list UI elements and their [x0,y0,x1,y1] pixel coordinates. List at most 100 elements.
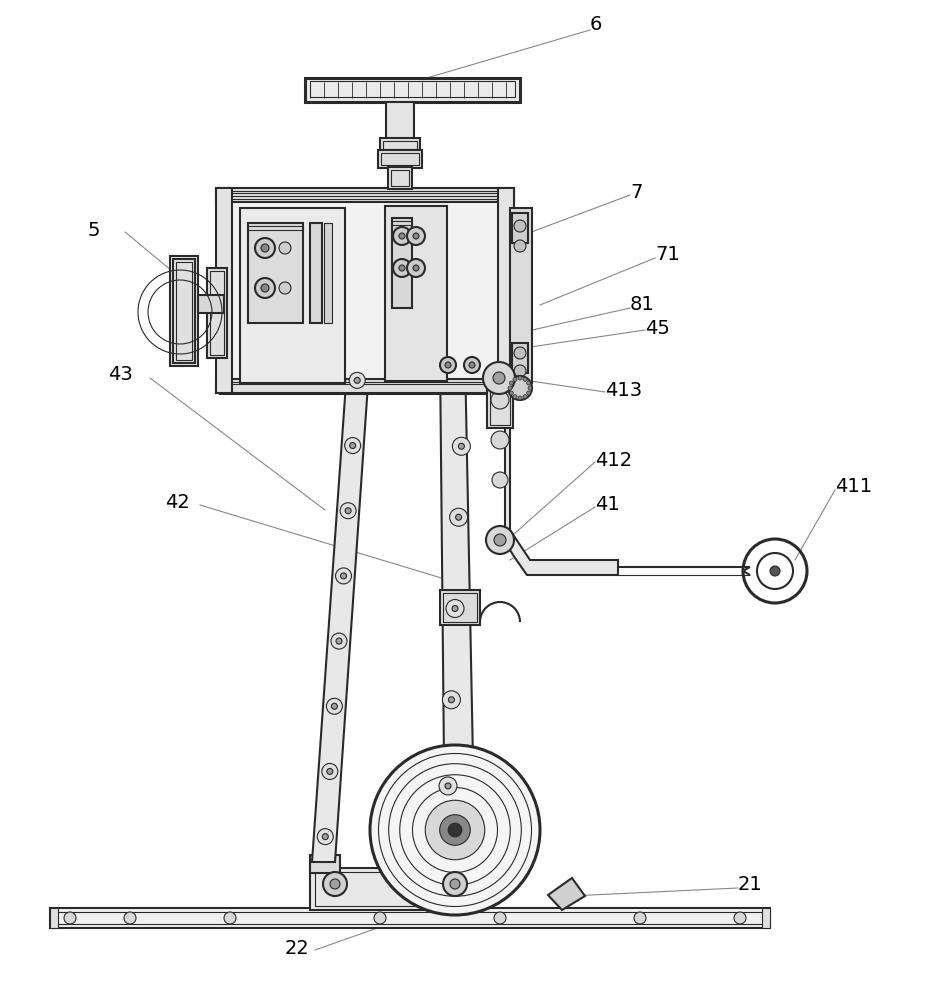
Circle shape [399,265,404,271]
Text: 42: 42 [165,493,189,512]
Polygon shape [489,375,617,575]
Circle shape [407,227,425,245]
Bar [170,256,197,366]
Circle shape [255,238,274,258]
Circle shape [124,912,136,924]
Circle shape [513,395,516,399]
Circle shape [260,284,269,292]
Circle shape [439,815,470,845]
Bar [310,855,339,873]
Circle shape [445,783,451,789]
Circle shape [523,377,527,381]
Bar [391,218,412,308]
Circle shape [458,443,464,449]
Circle shape [527,391,530,395]
Circle shape [493,912,505,924]
Circle shape [407,259,425,277]
Bar [176,262,192,360]
Circle shape [370,745,540,915]
Circle shape [523,395,527,399]
Bar [439,590,479,625]
Circle shape [339,503,356,519]
Bar [510,208,531,383]
Circle shape [527,381,530,385]
Bar [386,102,413,140]
Circle shape [507,386,512,390]
Bar [379,138,420,152]
Circle shape [345,508,350,514]
Circle shape [322,834,328,840]
Circle shape [425,800,484,860]
Bar [216,188,514,202]
Circle shape [255,278,274,298]
Circle shape [374,912,386,924]
Circle shape [517,376,521,380]
Circle shape [493,534,505,546]
Circle shape [344,438,361,454]
Bar [387,167,412,189]
Bar [196,295,223,313]
Circle shape [317,829,333,845]
Circle shape [769,566,780,576]
Circle shape [413,265,419,271]
Circle shape [349,372,365,388]
Circle shape [446,599,464,617]
Bar [390,170,409,186]
Circle shape [514,220,526,232]
Text: 21: 21 [737,876,762,894]
Bar [207,268,227,358]
Bar [377,150,422,168]
Bar [512,213,527,243]
Bar [450,855,479,873]
Circle shape [490,431,508,449]
Bar [381,153,419,165]
Circle shape [486,526,514,554]
Bar [385,206,447,381]
Circle shape [399,233,404,239]
Bar [305,78,519,102]
Text: 5: 5 [88,221,100,239]
Circle shape [464,357,479,373]
Circle shape [509,381,513,385]
Bar [216,196,514,199]
Circle shape [449,508,467,526]
Circle shape [442,691,460,709]
Bar [383,141,416,149]
Circle shape [507,376,531,400]
Circle shape [279,242,291,254]
Bar [216,188,232,393]
Circle shape [336,638,341,644]
Circle shape [438,777,456,795]
Circle shape [509,391,513,395]
Bar [442,593,476,622]
Bar [240,208,345,383]
Circle shape [445,362,451,368]
Text: 6: 6 [590,15,602,34]
Bar [324,223,332,323]
Circle shape [326,768,333,774]
Text: 45: 45 [644,318,669,338]
Circle shape [514,347,526,359]
Text: 412: 412 [594,450,631,470]
Bar [50,908,57,928]
Circle shape [517,396,521,400]
Circle shape [492,372,504,384]
Text: 7: 7 [629,182,641,202]
Circle shape [331,633,347,649]
Circle shape [527,386,531,390]
Circle shape [450,879,460,889]
Bar [210,271,223,355]
Circle shape [323,872,347,896]
Text: 71: 71 [654,245,679,264]
Circle shape [448,823,462,837]
Bar [248,226,303,230]
Circle shape [514,365,526,377]
Bar [172,259,195,363]
Circle shape [451,605,458,611]
Bar [248,223,303,323]
Bar [498,188,514,393]
Circle shape [326,698,342,714]
Circle shape [392,259,411,277]
Circle shape [482,362,514,394]
Circle shape [354,377,360,383]
